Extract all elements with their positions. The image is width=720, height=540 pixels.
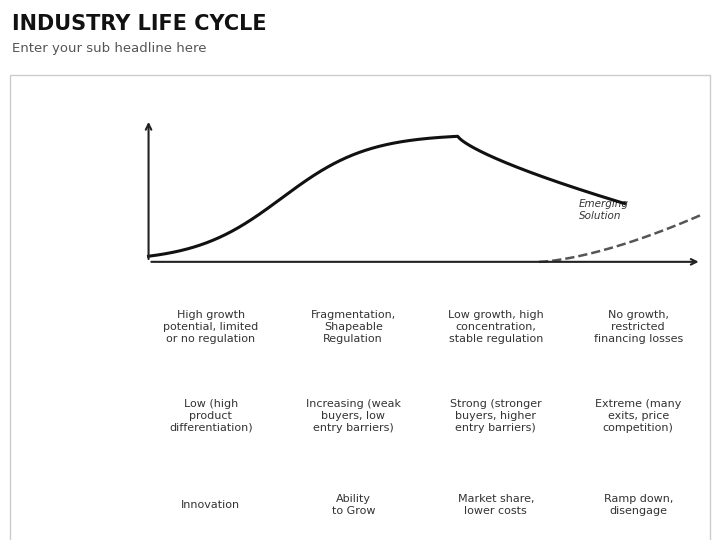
Text: INDUSTRY LIFE CYCLE: INDUSTRY LIFE CYCLE [12,14,266,34]
Text: Emerging
Solution: Emerging Solution [579,199,629,220]
Text: ▭▭: ▭▭ [64,185,85,194]
Text: Enter your sub headline here: Enter your sub headline here [12,42,207,55]
Text: Growth: Growth [326,87,381,100]
Text: 👍: 👍 [91,156,97,166]
Text: ♡: ♡ [50,156,60,166]
Bar [42,194,62,215]
Text: Emergence: Emergence [169,87,253,100]
Bar [67,159,95,190]
Text: Extreme (many
exits, price
competition): Extreme (many exits, price competition) [595,400,681,433]
Text: No growth,
restricted
financing losses: No growth, restricted financing losses [593,310,683,343]
Text: Market share,
lower costs: Market share, lower costs [457,494,534,516]
Text: Low growth, high
concentration,
stable regulation: Low growth, high concentration, stable r… [448,310,544,343]
Text: Innovation: Innovation [181,500,240,510]
Bar [33,151,62,181]
Text: Maturity: Maturity [464,87,528,100]
Text: Rivalry Among
Players: Rivalry Among Players [20,421,129,449]
Bar [81,194,100,215]
Text: Increasing (weak
buyers, low
entry barriers): Increasing (weak buyers, low entry barri… [306,400,401,433]
Text: Indicators: Indicators [37,340,112,353]
Text: High growth
potential, limited
or no regulation: High growth potential, limited or no reg… [163,310,258,343]
Text: Ramp down,
disengage: Ramp down, disengage [603,494,673,516]
Text: Decline: Decline [611,87,666,100]
Text: Strong (stronger
buyers, higher
entry barriers): Strong (stronger buyers, higher entry ba… [450,400,541,433]
Text: Market Size: Market Size [30,232,119,245]
Text: Ability
to Grow: Ability to Grow [331,494,375,516]
Text: Low (high
product
differentiation): Low (high product differentiation) [169,400,253,433]
Text: Strategy Focus: Strategy Focus [18,518,131,531]
Text: Fragmentation,
Shapeable
Regulation: Fragmentation, Shapeable Regulation [310,310,396,343]
